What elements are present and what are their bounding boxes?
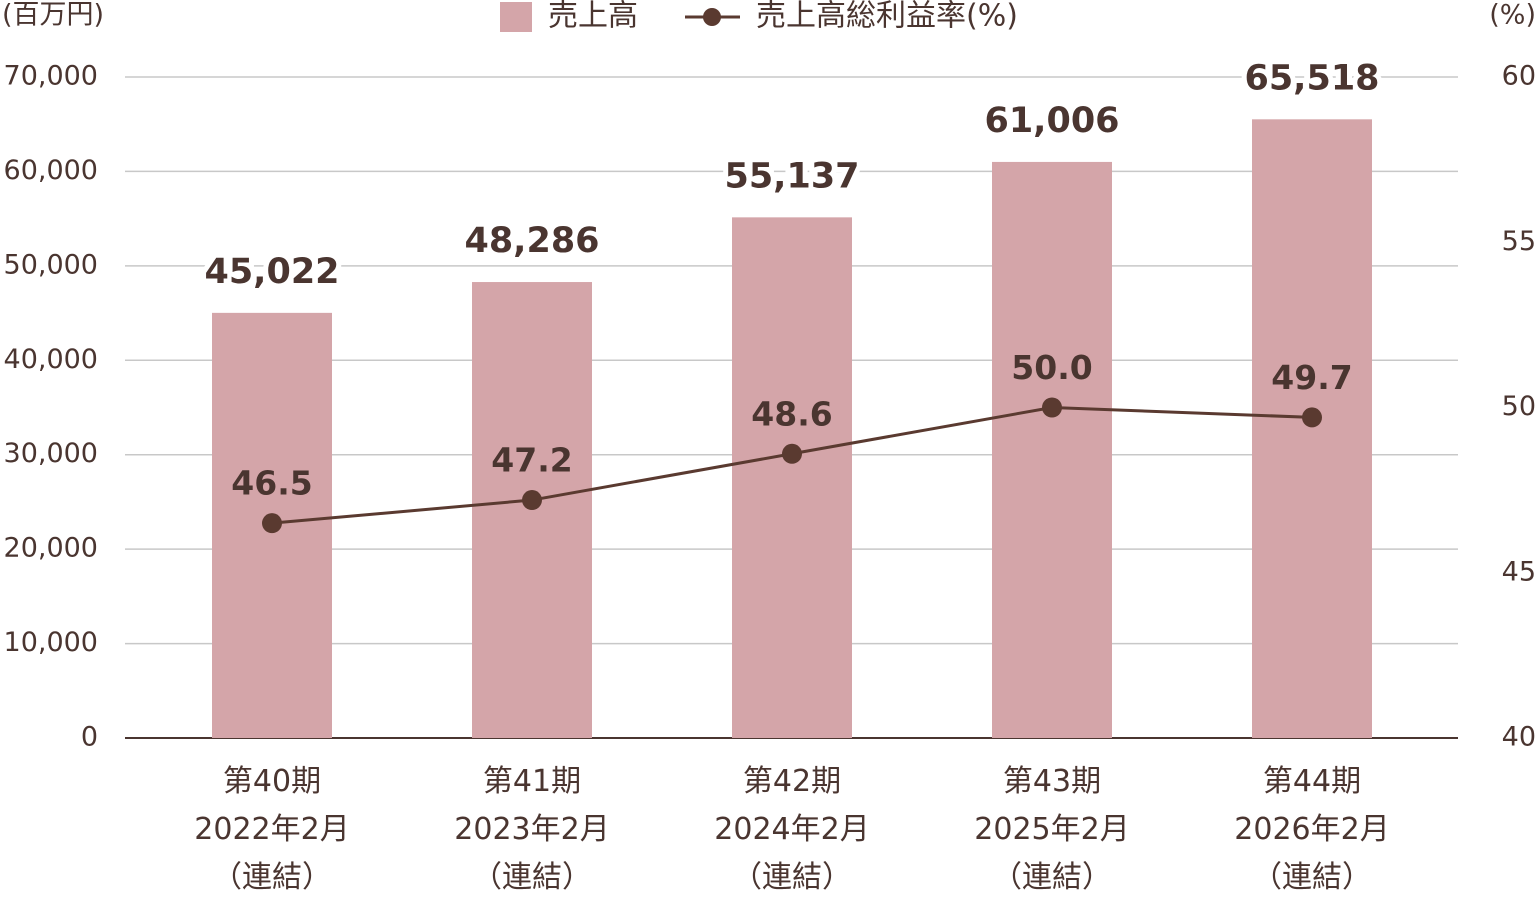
bar bbox=[732, 217, 852, 738]
bar-value-label: 45,022 bbox=[204, 252, 339, 292]
y2-tick-label: 50 bbox=[1502, 391, 1536, 422]
y-tick-label: 20,000 bbox=[4, 533, 98, 564]
x-tick-label: 第43期 2025年2月（連結） bbox=[974, 764, 1129, 895]
x-tick-label: 第40期 2022年2月（連結） bbox=[194, 764, 349, 895]
x-tick-label: 第42期 2024年2月（連結） bbox=[714, 764, 869, 895]
legend-label: 売上高 bbox=[548, 0, 638, 34]
y2-tick-label: 55 bbox=[1502, 226, 1536, 257]
bar bbox=[992, 161, 1112, 738]
x-tick-label: 第44期 2026年2月（連結） bbox=[1234, 764, 1389, 895]
y-axis-label: (百万円) bbox=[2, 0, 104, 31]
line-marker bbox=[262, 513, 282, 534]
legend-swatch bbox=[703, 8, 721, 26]
y-tick-label: 70,000 bbox=[4, 61, 98, 92]
line-value-label: 50.0 bbox=[1011, 348, 1092, 387]
y-tick-label: 40,000 bbox=[4, 344, 98, 375]
bar-value-label: 65,518 bbox=[1244, 58, 1379, 98]
legend-label: 売上高総利益率(%) bbox=[756, 0, 1018, 34]
bar bbox=[1252, 119, 1372, 739]
y-tick-label: 0 bbox=[81, 722, 98, 753]
line-value-label: 48.6 bbox=[751, 394, 832, 433]
line-marker bbox=[522, 490, 542, 511]
y2-tick-label: 60 bbox=[1502, 61, 1536, 92]
line-marker bbox=[1042, 397, 1062, 418]
line-marker bbox=[1302, 407, 1322, 428]
line-value-label: 47.2 bbox=[491, 441, 572, 480]
bar-value-label: 48,286 bbox=[464, 221, 599, 261]
y-tick-label: 50,000 bbox=[4, 249, 98, 280]
y2-tick-label: 40 bbox=[1502, 722, 1536, 753]
x-tick-label: 第41期 2023年2月（連結） bbox=[454, 764, 609, 895]
y2-axis-label: (%) bbox=[1489, 0, 1536, 31]
bar-value-label: 55,137 bbox=[724, 156, 859, 196]
line-marker bbox=[782, 443, 802, 464]
line-value-label: 46.5 bbox=[231, 464, 312, 503]
y-tick-label: 60,000 bbox=[4, 155, 98, 186]
line-value-label: 49.7 bbox=[1271, 358, 1352, 397]
bar-value-label: 61,006 bbox=[984, 101, 1119, 141]
y2-tick-label: 45 bbox=[1502, 556, 1536, 587]
legend-swatch bbox=[500, 2, 532, 32]
y-tick-label: 10,000 bbox=[4, 627, 98, 658]
y-tick-label: 30,000 bbox=[4, 438, 98, 469]
